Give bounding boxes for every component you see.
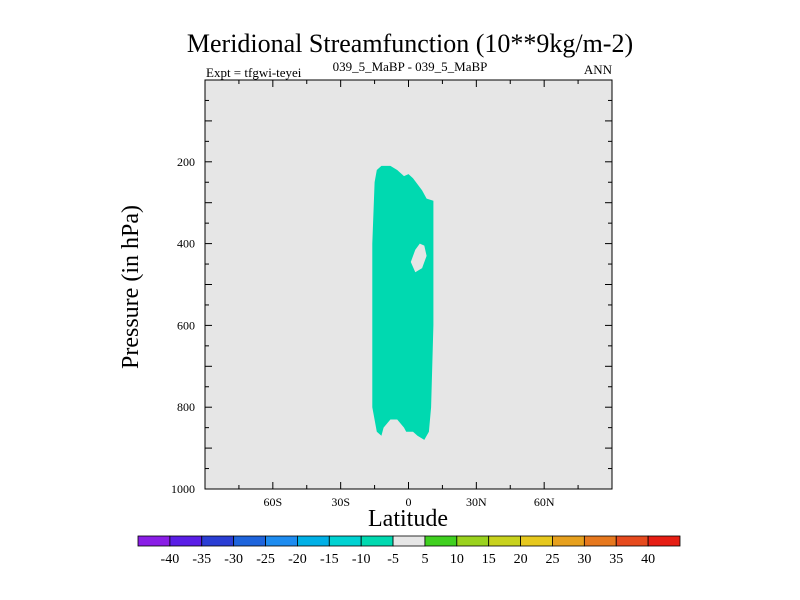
colorbar-label: 15	[482, 552, 496, 567]
negative-streamfunction-region	[372, 165, 434, 440]
colorbar-swatch	[456, 535, 490, 547]
y-axis-label: Pressure (in hPa)	[118, 205, 144, 369]
colorbar-label: 25	[545, 552, 559, 567]
colorbar-label: -35	[192, 552, 211, 567]
colorbar-label: -30	[224, 552, 243, 567]
x-tick-label: 0	[406, 495, 412, 509]
colorbar-swatch	[647, 535, 681, 547]
colorbar-swatch	[201, 535, 235, 547]
y-tick-label: 400	[177, 237, 195, 251]
comparison-label: 039_5_MaBP - 039_5_MaBP	[333, 59, 488, 74]
experiment-label: Expt = tfgwi-teyei	[206, 65, 302, 80]
colorbar-label: 10	[450, 552, 464, 567]
colorbar-swatch	[583, 535, 617, 547]
colorbar-label: 5	[421, 552, 428, 567]
colorbar-swatch	[328, 535, 362, 547]
x-tick-label: 30N	[466, 495, 487, 509]
colorbar-swatch	[169, 535, 203, 547]
x-tick-label: 60N	[534, 495, 555, 509]
y-tick-label: 1000	[171, 482, 195, 496]
colorbar-label: 30	[577, 552, 591, 567]
colorbar-label: -10	[352, 552, 371, 567]
colorbar-swatch	[520, 535, 553, 547]
colorbar-label: 20	[514, 552, 528, 567]
colorbar-swatch	[265, 535, 298, 547]
y-tick-label: 600	[177, 318, 195, 332]
colorbar-swatch	[392, 535, 426, 547]
x-axis-label: Latitude	[368, 506, 448, 532]
y-axis-ticks: 200 400 600 800 1000	[171, 79, 612, 496]
chart-title: Meridional Streamfunction (10**9kg/m-2)	[187, 29, 633, 58]
colorbar-label: 35	[609, 552, 623, 567]
colorbar-swatch	[137, 535, 171, 547]
colorbar-swatch	[360, 535, 394, 547]
colorbar-label: -40	[161, 552, 180, 567]
colorbar-label: -20	[288, 552, 307, 567]
colorbar-label: -5	[387, 552, 399, 567]
colorbar-swatch	[615, 535, 649, 547]
x-axis-ticks: 60S 30S 0 30N 60N	[204, 80, 613, 509]
x-tick-label: 60S	[263, 495, 282, 509]
colorbar-swatch	[424, 535, 458, 547]
colorbar-swatch	[233, 535, 266, 547]
y-tick-label: 200	[177, 155, 195, 169]
colorbar-label: -25	[256, 552, 275, 567]
y-tick-label: 800	[177, 400, 195, 414]
colorbar-label: 40	[641, 552, 655, 567]
colorbar-label: -15	[320, 552, 339, 567]
x-tick-label: 30S	[331, 495, 350, 509]
colorbar-swatch	[552, 535, 585, 547]
season-label: ANN	[584, 62, 613, 77]
colorbar-swatch	[297, 535, 330, 547]
colorbar: -40 -35 -30 -25 -20 -15 -10 -5 5 10 15 20 25 30 35 40	[137, 535, 681, 567]
colorbar-swatch	[488, 535, 521, 547]
